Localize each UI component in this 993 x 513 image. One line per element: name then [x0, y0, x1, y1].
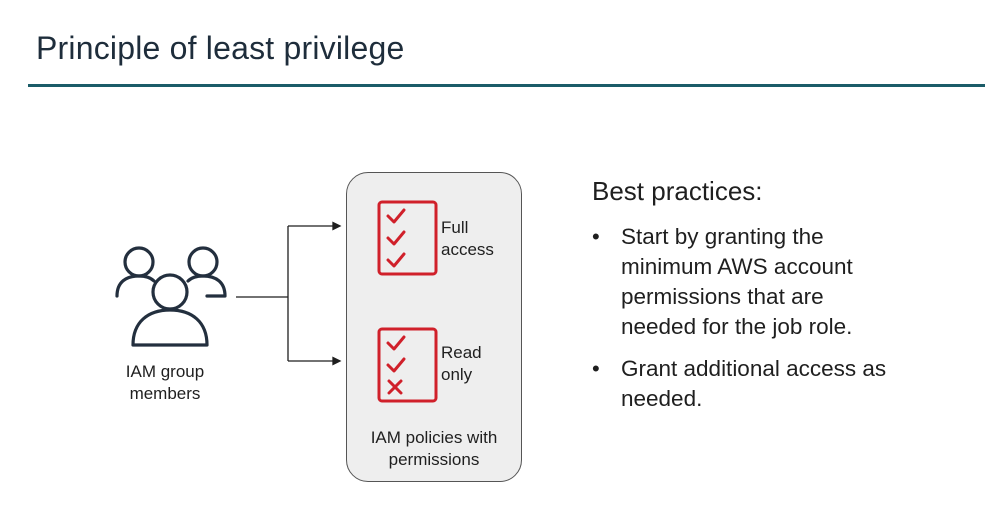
policies-container — [346, 172, 522, 482]
connector-arrows — [236, 221, 342, 366]
best-practice-line: needed. — [621, 386, 703, 411]
read-only-line1: Read — [441, 343, 482, 362]
best-practices-heading: Best practices: — [592, 176, 763, 206]
policies-caption-line1: IAM policies with — [370, 428, 498, 447]
users-group-icon — [115, 246, 227, 347]
best-practice-item: • Grant additional access as needed. — [592, 354, 972, 414]
read-only-line2: only — [441, 365, 473, 384]
best-practice-line: permissions that are — [621, 284, 824, 309]
checklist-checked-crossed-icon — [377, 327, 438, 403]
policies-caption-line2: permissions — [388, 450, 480, 469]
full-access-label: Full access — [441, 217, 521, 261]
group-label: IAM group members — [100, 361, 230, 405]
best-practices-list: • Start by granting the minimum AWS acco… — [592, 222, 972, 426]
full-access-line2: access — [441, 240, 494, 259]
read-only-label: Read only — [441, 342, 521, 386]
group-label-line2: members — [129, 384, 201, 403]
best-practice-line: needed for the job role. — [621, 314, 853, 339]
arrowhead-read — [332, 356, 342, 366]
best-practice-line: Grant additional access as — [621, 356, 887, 381]
arrowhead-full — [332, 221, 342, 231]
best-practice-item: • Start by granting the minimum AWS acco… — [592, 222, 972, 342]
best-practice-line: minimum AWS account — [621, 254, 853, 279]
bullet-point: • — [592, 356, 600, 381]
slide-title: Principle of least privilege — [36, 30, 405, 66]
checklist-all-checked-icon — [377, 200, 438, 276]
policies-caption: IAM policies with permissions — [346, 427, 522, 471]
full-access-line1: Full — [441, 218, 469, 237]
best-practice-line: Start by granting the — [621, 224, 824, 249]
title-divider — [28, 84, 985, 87]
group-label-line1: IAM group — [125, 362, 205, 381]
bullet-point: • — [592, 224, 600, 249]
